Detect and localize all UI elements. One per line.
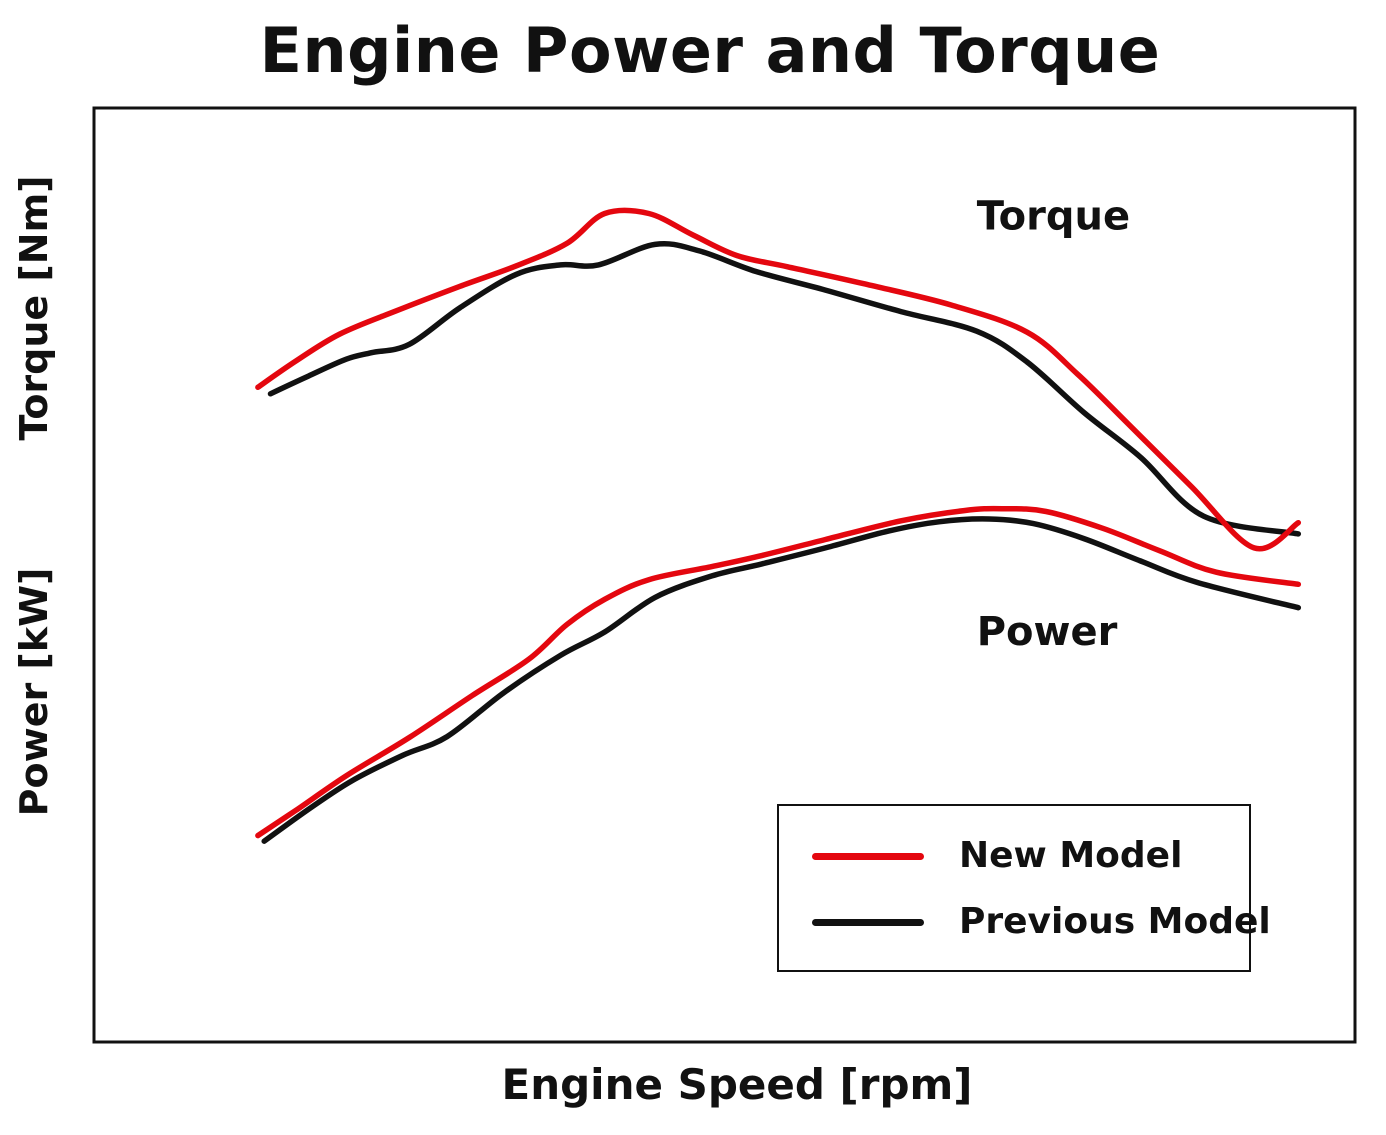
annotation-layer: Torque Power: [977, 193, 1130, 655]
legend-label-previous-model: Previous Model: [959, 901, 1271, 942]
legend-swatch-new-model: [812, 853, 924, 860]
x-axis-label: Engine Speed [rpm]: [501, 1060, 973, 1109]
plot-frame: [92, 106, 1357, 1044]
chart-title: Engine Power and Torque: [259, 14, 1161, 87]
legend-label-new-model: New Model: [959, 835, 1183, 876]
annotation-power: Power: [977, 609, 1118, 655]
legend-item-previous-model: Previous Model: [779, 902, 1271, 942]
series-line-power-previous-model: [261, 516, 1302, 844]
legend: New Model Previous Model: [777, 804, 1271, 972]
series-line-torque-previous-model: [267, 241, 1302, 537]
series-layer: [255, 207, 1302, 844]
series-line-power-new-model: [255, 505, 1302, 839]
legend-swatch-previous-model: [812, 919, 924, 926]
legend-item-new-model: New Model: [779, 836, 1249, 876]
series-line-torque-new-model: [255, 207, 1302, 552]
annotation-torque: Torque: [977, 193, 1130, 239]
